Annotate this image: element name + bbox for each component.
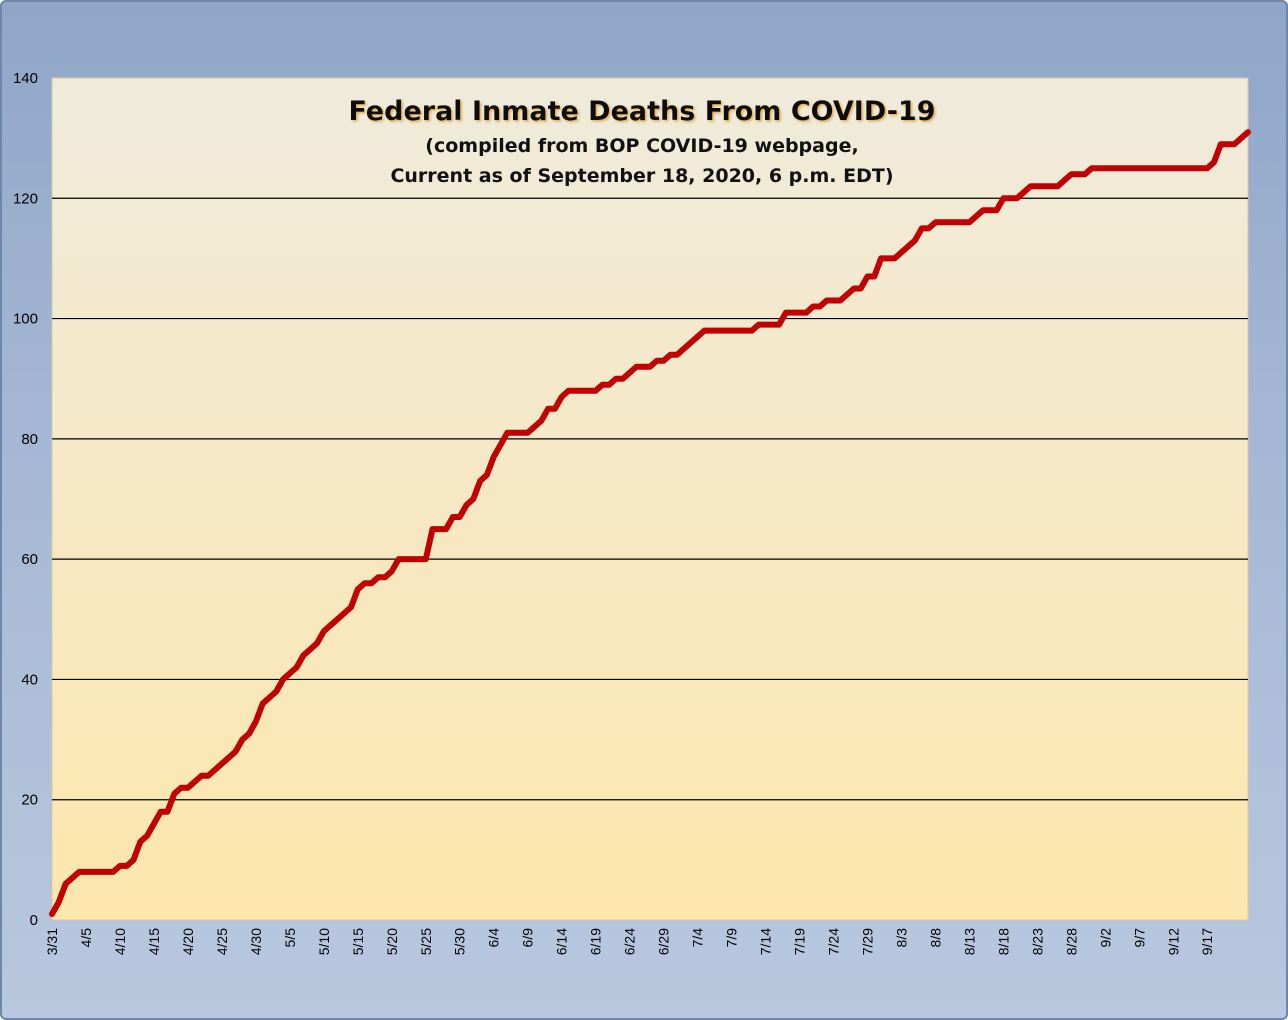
series-line-deaths <box>49 129 1251 917</box>
y-tick-label: 100 <box>13 311 38 328</box>
x-tick-label: 5/30 <box>452 928 468 955</box>
x-tick-label: 6/24 <box>622 928 638 955</box>
x-tick-label: 7/9 <box>724 928 740 948</box>
x-tick-label: 7/19 <box>792 928 808 955</box>
x-tick-label: 9/7 <box>1131 928 1147 948</box>
x-tick-label: 6/19 <box>588 928 604 955</box>
x-tick-label: 5/25 <box>418 928 434 955</box>
x-tick-label: 4/5 <box>78 928 94 948</box>
x-tick-label: 5/15 <box>350 928 366 955</box>
x-tick-label: 5/5 <box>282 928 298 948</box>
y-tick-label: 140 <box>13 70 38 87</box>
chart-title: Federal Inmate Deaths From COVID-19 <box>348 96 935 127</box>
x-tick-label: 7/4 <box>690 928 706 948</box>
x-tick-label: 4/20 <box>180 928 196 955</box>
x-tick-label: 9/12 <box>1165 928 1181 955</box>
plot-area <box>51 77 1249 921</box>
x-tick-label: 7/14 <box>758 928 774 955</box>
y-tick-label: 60 <box>21 551 38 568</box>
x-tick-label: 5/20 <box>384 928 400 955</box>
y-tick-label: 80 <box>21 431 38 448</box>
x-tick-label: 8/23 <box>1029 928 1045 955</box>
chart-subtitle-line-1: (compiled from BOP COVID-19 webpage, <box>425 135 858 157</box>
y-axis-ticks: 0 20 40 60 80 100 120 140 <box>13 70 38 929</box>
chart-subtitle-line-2: Current as of September 18, 2020, 6 p.m.… <box>390 165 893 187</box>
y-tick-label: 40 <box>21 671 38 688</box>
x-tick-label: 8/13 <box>961 928 977 955</box>
x-tick-label: 6/14 <box>554 928 570 955</box>
x-tick-label: 4/10 <box>112 928 128 955</box>
x-tick-label: 4/25 <box>214 928 230 955</box>
x-tick-label: 6/29 <box>656 928 672 955</box>
grid-lines <box>52 197 1248 801</box>
x-tick-label: 6/4 <box>486 928 502 948</box>
x-axis-ticks: 3/31 4/5 4/10 4/15 4/20 4/25 4/30 5/5 5/10 5/15 5/… <box>44 928 1215 955</box>
x-tick-label: 7/24 <box>825 928 841 955</box>
x-tick-label: 7/29 <box>859 928 875 955</box>
y-tick-label: 120 <box>13 190 38 207</box>
x-tick-label: 8/8 <box>927 928 943 948</box>
x-tick-label: 8/28 <box>1063 928 1079 955</box>
y-tick-label: 20 <box>21 792 38 809</box>
x-tick-label: 4/15 <box>146 928 162 955</box>
y-tick-label: 0 <box>30 912 38 929</box>
x-tick-label: 9/2 <box>1097 928 1113 948</box>
x-tick-label: 6/9 <box>520 928 536 948</box>
x-tick-label: 8/18 <box>995 928 1011 955</box>
x-tick-label: 3/31 <box>44 928 60 955</box>
x-tick-label: 9/17 <box>1199 928 1215 955</box>
x-tick-label: 4/30 <box>248 928 264 955</box>
x-tick-label: 5/10 <box>316 928 332 955</box>
x-tick-label: 8/3 <box>893 928 909 948</box>
